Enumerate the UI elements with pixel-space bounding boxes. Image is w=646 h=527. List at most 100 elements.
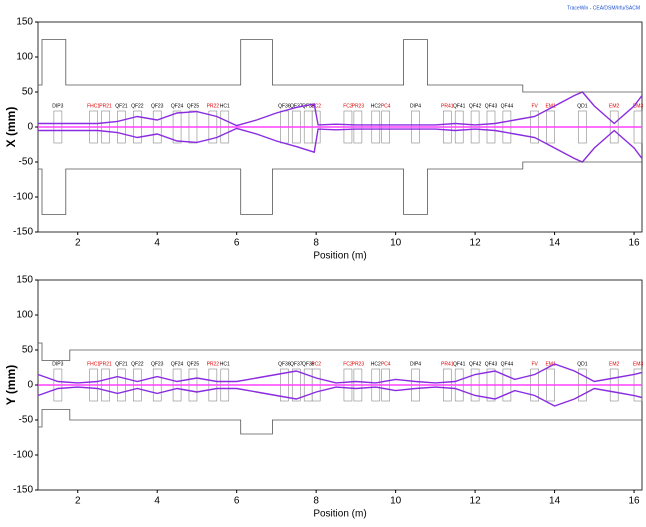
- element-label: QF43: [485, 361, 498, 367]
- series-line: [38, 342, 642, 361]
- x-tick-label: 10: [390, 496, 402, 507]
- y-tick-label: -50: [19, 157, 34, 168]
- element-label: HC2: [371, 103, 381, 109]
- x-tick-label: 6: [234, 496, 240, 507]
- y-axis-label: X (mm): [4, 107, 18, 148]
- element-label: EM1: [545, 103, 556, 109]
- element-label: QF22: [131, 103, 144, 109]
- element-label: DIP4: [410, 361, 421, 367]
- x-axis-label: Position (m): [313, 251, 366, 262]
- element-label: QF44: [501, 103, 514, 109]
- element-label: EM2: [609, 103, 620, 109]
- element-label: DIP4: [410, 103, 421, 109]
- element-label: QF38: [302, 103, 315, 109]
- element-label: QD1: [577, 361, 588, 367]
- element-label: QF24: [171, 103, 184, 109]
- y-tick-label: 150: [16, 17, 33, 28]
- y-tick-label: 150: [16, 275, 33, 286]
- element-label: QF21: [115, 361, 128, 367]
- element-label: PC4: [381, 103, 391, 109]
- element-label: PR23: [352, 103, 365, 109]
- y-tick-label: 0: [27, 380, 33, 391]
- x-tick-label: 14: [549, 496, 561, 507]
- series-line: [37, 386, 643, 407]
- x-tick-label: 2: [75, 238, 81, 249]
- element-label: PR41: [441, 103, 454, 109]
- element-label: QF38: [302, 361, 315, 367]
- x-tick-label: 2: [75, 496, 81, 507]
- element-label: PC4: [381, 361, 391, 367]
- element-label: EM3: [633, 361, 644, 367]
- element-label: QF25: [187, 103, 200, 109]
- element-label: PC2: [311, 361, 321, 367]
- y-tick-label: -50: [19, 415, 34, 426]
- element-label: PR41: [441, 361, 454, 367]
- y-tick-label: -100: [13, 192, 33, 203]
- element-label: PR22: [207, 361, 220, 367]
- series-line: [38, 39, 642, 93]
- y-tick-label: 100: [16, 310, 33, 321]
- y-axis-label: Y (mm): [4, 365, 18, 405]
- element-label: PC2: [311, 103, 321, 109]
- element-label: PR21: [99, 103, 112, 109]
- y-tick-label: 0: [27, 122, 33, 133]
- element-label: FV: [532, 361, 539, 367]
- element-label: QF41: [453, 361, 466, 367]
- x-tick-label: 16: [628, 238, 640, 249]
- y-tick-label: -150: [13, 485, 33, 496]
- x-tick-label: 8: [313, 496, 319, 507]
- element-label: DIP3: [52, 361, 63, 367]
- element-label: QF22: [131, 361, 144, 367]
- element-label: QF24: [171, 361, 184, 367]
- y-tick-label: 50: [22, 87, 34, 98]
- x-axis-label: Position (m): [313, 509, 366, 520]
- element-label: EM3: [633, 103, 644, 109]
- element-label: FC2: [343, 103, 353, 109]
- element-label: HC2: [371, 361, 381, 367]
- x-tick-label: 12: [470, 238, 482, 249]
- element-label: QF42: [469, 361, 482, 367]
- element-label: QF44: [501, 361, 514, 367]
- element-label: PR22: [207, 103, 220, 109]
- app-title: TraceWin - CEA/DSM/Irfu/SACM: [567, 5, 640, 11]
- y-tick-label: -150: [13, 227, 33, 238]
- element-label: QF36: [278, 361, 291, 367]
- element-label: QF23: [151, 103, 164, 109]
- element-label: QF23: [151, 361, 164, 367]
- x-tick-label: 4: [154, 496, 160, 507]
- element-label: QF42: [469, 103, 482, 109]
- element-label: EM1: [545, 361, 556, 367]
- element-label: DIP3: [52, 103, 63, 109]
- element-label: QF43: [485, 103, 498, 109]
- element-label: FHC1: [87, 103, 100, 109]
- x-tick-label: 14: [549, 238, 561, 249]
- series-line: [38, 127, 643, 163]
- element-label: PR23: [352, 361, 365, 367]
- x-tick-label: 12: [470, 496, 482, 507]
- element-label: FHC1: [87, 361, 100, 367]
- element-label: QF25: [187, 361, 200, 367]
- element-label: QD1: [577, 103, 588, 109]
- series-line: [37, 363, 643, 384]
- series-line: [38, 91, 643, 127]
- x-tick-label: 10: [390, 238, 402, 249]
- series-line: [38, 161, 642, 215]
- element-label: PR21: [99, 361, 112, 367]
- element-label: FV: [532, 103, 539, 109]
- element-label: FC2: [343, 361, 353, 367]
- x-tick-label: 16: [628, 496, 640, 507]
- series-line: [38, 409, 642, 435]
- y-tick-label: -100: [13, 450, 33, 461]
- element-label: QF36: [278, 103, 291, 109]
- x-tick-label: 6: [234, 238, 240, 249]
- element-label: EM2: [609, 361, 620, 367]
- x-tick-label: 4: [154, 238, 160, 249]
- element-label: HC1: [220, 103, 230, 109]
- element-label: QF41: [453, 103, 466, 109]
- y-tick-label: 50: [22, 345, 34, 356]
- element-label: QF21: [115, 103, 128, 109]
- x-tick-label: 8: [313, 238, 319, 249]
- element-label: HC1: [220, 361, 230, 367]
